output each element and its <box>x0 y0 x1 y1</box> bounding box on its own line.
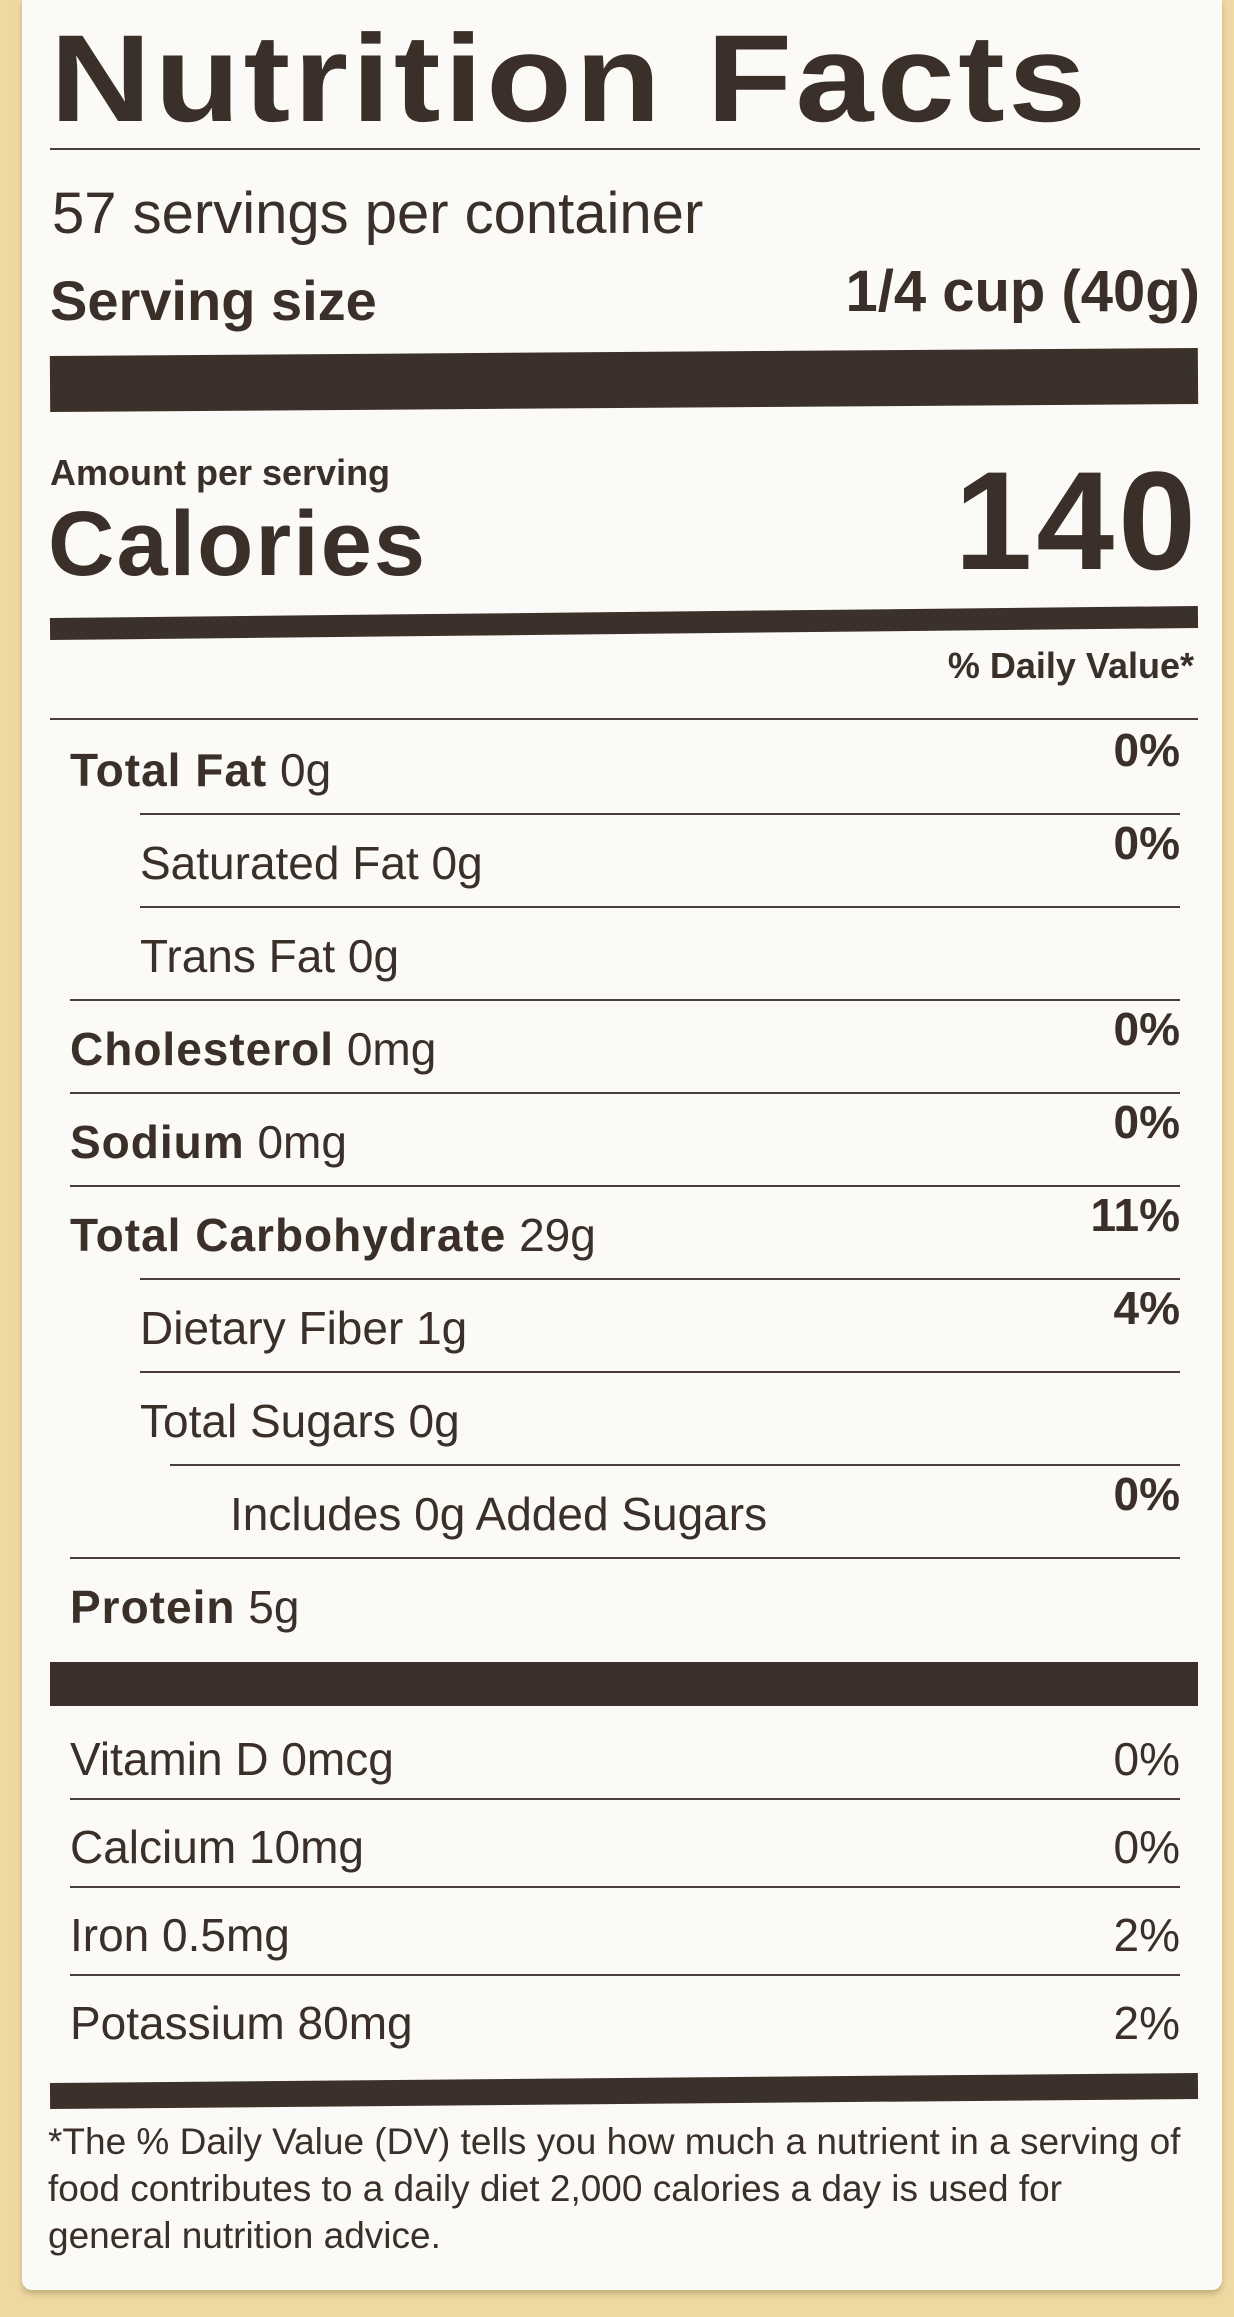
vitamin-name: Iron 0.5mg <box>70 1909 290 1961</box>
vitamin-row: Calcium 10mg 0% <box>70 1800 1180 1888</box>
nutrient-name: Sodium 0mg <box>70 1115 347 1169</box>
nutrient-row: Protein 5g <box>70 1559 1180 1652</box>
nutrient-row: Sodium 0mg 0% <box>70 1094 1180 1187</box>
calories-label: Calories <box>48 493 428 595</box>
thick-divider-top <box>49 347 1199 413</box>
vitamin-row: Vitamin D 0mcg 0% <box>70 1712 1180 1800</box>
nutrient-name: Saturated Fat 0g <box>140 836 483 890</box>
serving-size-value: 1/4 cup (40g) <box>845 259 1200 324</box>
nutrient-amount: 1g <box>416 1302 468 1354</box>
nutrient-label: Includes 0g Added Sugars <box>230 1488 768 1540</box>
nutrient-daily-value: 4% <box>1113 1282 1180 1334</box>
row-divider <box>140 1371 1180 1373</box>
nutrient-name: Cholesterol 0mg <box>70 1022 436 1076</box>
nutrient-daily-value: 0% <box>1113 1003 1180 1055</box>
nutrient-label: Total Sugars <box>140 1395 396 1447</box>
nutrient-name: Total Fat 0g <box>70 743 331 797</box>
footnote: *The % Daily Value (DV) tells you how mu… <box>48 2121 1181 2256</box>
vitamin-row: Iron 0.5mg 2% <box>70 1888 1180 1976</box>
nutrient-amount: 5g <box>248 1581 300 1633</box>
nutrient-name: Dietary Fiber 1g <box>140 1301 467 1355</box>
nutrient-label: Cholesterol <box>70 1023 335 1075</box>
nutrient-amount: 0g <box>431 837 483 889</box>
nutrient-daily-value: 0% <box>1113 817 1180 869</box>
row-divider <box>140 813 1180 815</box>
dv-rule <box>50 718 1198 720</box>
nutrient-daily-value: 0% <box>1113 724 1180 776</box>
nutrient-amount: 0g <box>280 744 332 796</box>
nutrient-daily-value: 11% <box>1090 1189 1180 1241</box>
vitamin-row: Potassium 80mg 2% <box>70 1976 1180 2064</box>
nutrient-name: Includes 0g Added Sugars <box>230 1487 767 1541</box>
vitamin-daily-value: 0% <box>1113 1733 1180 1785</box>
nutrient-row: Saturated Fat 0g 0% <box>70 815 1180 908</box>
row-divider <box>70 999 1180 1001</box>
servings-per-container: 57 servings per container <box>52 181 704 246</box>
nutrient-row: Total Fat 0g 0% <box>70 722 1180 815</box>
nutrient-label: Trans Fat <box>140 930 336 982</box>
nutrient-row: Trans Fat 0g <box>70 908 1180 1001</box>
nutrient-name: Total Carbohydrate 29g <box>70 1208 596 1262</box>
nutrient-row: Includes 0g Added Sugars 0% <box>70 1466 1180 1559</box>
vitamin-name: Calcium 10mg <box>70 1821 364 1873</box>
nutrient-amount: 0g <box>347 930 400 982</box>
nutrient-label: Sodium <box>70 1116 245 1168</box>
nutrient-name: Protein 5g <box>70 1580 299 1634</box>
row-divider <box>70 1974 1180 1976</box>
row-divider <box>170 1464 1180 1466</box>
vitamin-name: Vitamin D 0mcg <box>70 1733 394 1785</box>
medium-divider <box>49 605 1199 641</box>
row-divider <box>70 1092 1180 1094</box>
nutrient-row: Total Carbohydrate 29g 11% <box>70 1187 1180 1280</box>
nutrient-row: Cholesterol 0mg 0% <box>70 1001 1180 1094</box>
nutrient-row: Total Sugars 0g <box>70 1373 1180 1466</box>
row-divider <box>70 1185 1180 1187</box>
nutrient-amount: 0mg <box>346 1023 437 1075</box>
calories-value: 140 <box>954 442 1200 599</box>
serving-size-label: Serving size <box>50 269 377 332</box>
row-divider <box>70 1886 1180 1888</box>
nutrient-label: Total Fat <box>70 744 268 796</box>
vitamin-daily-value: 2% <box>1113 1997 1180 2049</box>
nutrient-amount: 29g <box>519 1209 596 1261</box>
row-divider <box>70 1798 1180 1800</box>
nutrient-label: Total Carbohydrate <box>70 1209 507 1261</box>
daily-value-header: % Daily Value* <box>947 645 1194 686</box>
thick-divider-vitamins <box>50 1662 1198 1706</box>
nutrient-name: Trans Fat 0g <box>140 929 399 983</box>
nutrient-daily-value: 0% <box>1113 1468 1180 1520</box>
nutrient-amount: 0mg <box>257 1116 347 1168</box>
amount-per-serving: Amount per serving <box>50 452 391 493</box>
nutrient-label: Dietary Fiber <box>140 1302 404 1354</box>
vitamin-daily-value: 2% <box>1113 1909 1180 1961</box>
nutrient-amount: 0g <box>408 1395 460 1447</box>
nutrition-label: Nutrition Facts 57 servings per containe… <box>22 0 1222 2290</box>
row-divider <box>140 1278 1180 1280</box>
label-title: Nutrition Facts <box>50 10 1090 148</box>
nutrient-label: Protein <box>70 1581 236 1633</box>
row-divider <box>140 906 1180 908</box>
vitamin-name: Potassium 80mg <box>70 1997 413 2049</box>
nutrient-row: Dietary Fiber 1g 4% <box>70 1280 1180 1373</box>
row-divider <box>70 1557 1180 1559</box>
vitamin-daily-value: 0% <box>1113 1821 1180 1873</box>
nutrient-label: Saturated Fat <box>140 837 419 889</box>
nutrient-name: Total Sugars 0g <box>140 1394 460 1448</box>
nutrient-daily-value: 0% <box>1113 1096 1180 1148</box>
title-rule <box>50 148 1200 150</box>
divider-footnote <box>49 2072 1199 2110</box>
